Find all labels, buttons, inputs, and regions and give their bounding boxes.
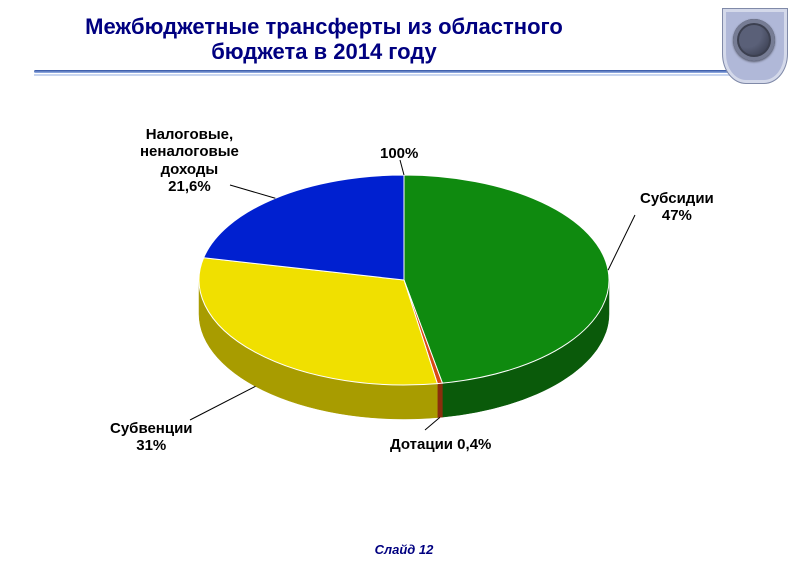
title-underline [34, 67, 774, 77]
slice-label-subvencii: Субвенции 31% [110, 420, 193, 455]
title-bar: Межбюджетные трансферты из областного бю… [24, 8, 624, 75]
slice-label-subsidii: Субсидии 47% [640, 190, 714, 225]
coat-of-arms-emblem [722, 8, 788, 84]
center-total-label: 100% [380, 145, 418, 162]
slide-footer: Слайд 12 [0, 541, 808, 559]
slice-label-dotacii: Дотации 0,4% [390, 436, 491, 453]
slice-label-nalog: Налоговые, неналоговые доходы 21,6% [140, 126, 239, 195]
pie-chart: 100% Субсидии 47% Дотации 0,4% Субвенции… [80, 130, 728, 490]
wheel-icon [733, 19, 775, 61]
page-title: Межбюджетные трансферты из областного бю… [34, 14, 614, 65]
slide-number: Слайд 12 [375, 542, 434, 557]
